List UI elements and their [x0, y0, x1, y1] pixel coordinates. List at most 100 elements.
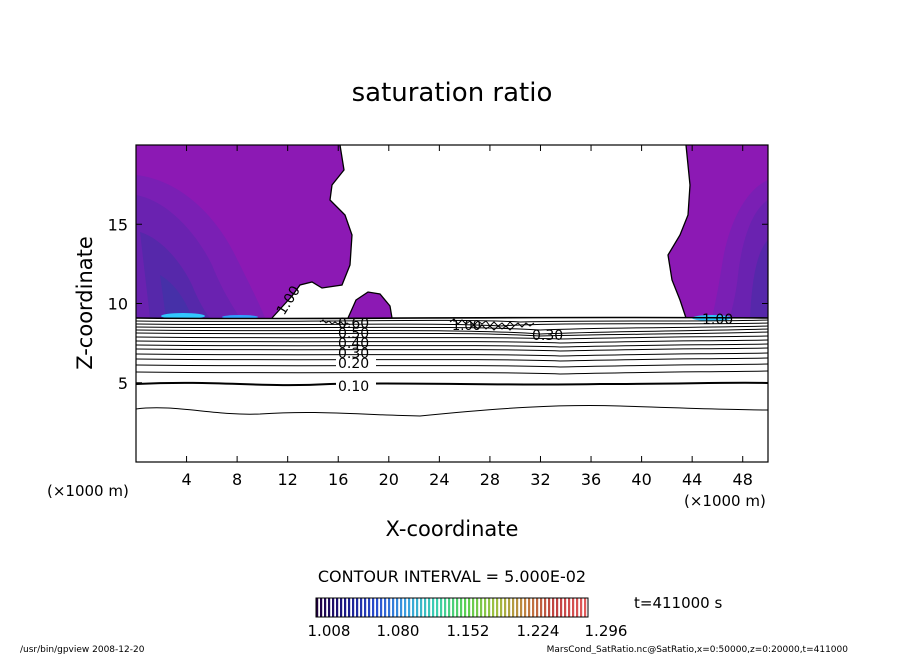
- colorbar-stripe: [512, 598, 515, 617]
- contour-label: 0.50: [338, 326, 369, 342]
- colorbar-stripe: [480, 598, 483, 617]
- colorbar-stripe: [504, 598, 507, 617]
- colorbar-stripe: [532, 598, 535, 617]
- colorbar-stripe: [500, 598, 503, 617]
- y-axis-label: Z-coordinate: [73, 236, 97, 370]
- colorbar-stripe: [388, 598, 391, 617]
- time-label: t=411000 s: [634, 594, 722, 612]
- colorbar-stripe: [396, 598, 399, 617]
- colorbar-stripe: [468, 598, 471, 617]
- colorbar-stripe: [328, 598, 331, 617]
- colorbar-stripe: [584, 598, 587, 617]
- colorbar-stripe: [492, 598, 495, 617]
- contour-label: 0.30: [338, 346, 369, 362]
- contour-label: 0.40: [338, 336, 369, 352]
- colorbar-stripe: [460, 598, 463, 617]
- colorbar-frame: [315, 597, 589, 618]
- footer-right: MarsCond_SatRatio.nc@SatRatio,x=0:50000,…: [547, 645, 849, 654]
- colorbar-stripe: [400, 598, 403, 617]
- colorbar-stripe: [548, 598, 551, 617]
- colorbar-stripe: [564, 598, 567, 617]
- colorbar-stripe: [404, 598, 407, 617]
- colorbar-stripe: [556, 598, 559, 617]
- colorbar: 1.008 1.080 1.152 1.224 1.296: [308, 597, 628, 640]
- colorbar-stripe: [424, 598, 427, 617]
- colorbar-stripe: [580, 598, 583, 617]
- colorbar-stripe: [432, 598, 435, 617]
- colorbar-stripe: [452, 598, 455, 617]
- contour-label: 1.00: [702, 312, 733, 328]
- colorbar-stripe: [536, 598, 539, 617]
- colorbar-stripe: [376, 598, 379, 617]
- x-tick-label: 44: [682, 470, 702, 489]
- contour-label: 1.00: [452, 319, 481, 334]
- colorbar-tick-label: 1.008: [308, 622, 351, 640]
- colorbar-stripe: [444, 598, 447, 617]
- x-tick-label: 4: [181, 470, 191, 489]
- colorbar-stripe: [344, 598, 347, 617]
- colorbar-stripe: [488, 598, 491, 617]
- x-tick-label: 12: [278, 470, 298, 489]
- x-axis-label: X-coordinate: [386, 517, 519, 541]
- colorbar-stripe: [464, 598, 467, 617]
- colorbar-tick-label: 1.080: [377, 622, 420, 640]
- colorbar-stripe: [440, 598, 443, 617]
- chart-title: saturation ratio: [352, 78, 553, 108]
- colorbar-stripe: [568, 598, 571, 617]
- colorbar-stripe: [508, 598, 511, 617]
- contour-lines: [136, 316, 768, 417]
- colorbar-stripe: [412, 598, 415, 617]
- x-tick-label: 36: [581, 470, 601, 489]
- footer-left: /usr/bin/gpview 2008-12-20: [20, 645, 145, 654]
- colorbar-stripe: [348, 598, 351, 617]
- x-tick-label: 20: [379, 470, 399, 489]
- colorbar-stripe: [356, 598, 359, 617]
- contour-label: 0.20: [338, 356, 369, 372]
- colorbar-stripe: [448, 598, 451, 617]
- x-tick-label: 40: [631, 470, 651, 489]
- colorbar-stripe: [364, 598, 367, 617]
- y-axis: 5 10 15: [108, 215, 768, 393]
- colorbar-tick-label: 1.224: [517, 622, 560, 640]
- colorbar-stripe: [528, 598, 531, 617]
- colorbar-stripe: [576, 598, 579, 617]
- contour-label: 0.30: [532, 328, 563, 344]
- colorbar-stripe: [384, 598, 387, 617]
- colorbar-stripe: [456, 598, 459, 617]
- colorbar-stripe: [524, 598, 527, 617]
- colorbar-stripe: [544, 598, 547, 617]
- colorbar-stripe: [496, 598, 499, 617]
- colorbar-stripe: [340, 598, 343, 617]
- colorbar-tick-label: 1.152: [447, 622, 490, 640]
- colorbar-stripe: [408, 598, 411, 617]
- y-tick-label: 10: [108, 295, 128, 314]
- colorbar-stripe: [476, 598, 479, 617]
- x-tick-label: 24: [429, 470, 449, 489]
- colorbar-stripe: [484, 598, 487, 617]
- contour-interval: CONTOUR INTERVAL = 5.000E-02: [318, 567, 586, 586]
- x-tick-label: 32: [530, 470, 550, 489]
- x-tick-label: 16: [328, 470, 348, 489]
- colorbar-stripe: [368, 598, 371, 617]
- colorbar-stripe: [420, 598, 423, 617]
- plot-area: 0.10 0.20 0.30 0.40 0.50 0.60 1.00 1.00 …: [136, 145, 768, 462]
- colorbar-stripe: [416, 598, 419, 617]
- colorbar-tick-label: 1.296: [585, 622, 628, 640]
- colorbar-stripe: [352, 598, 355, 617]
- x-axis: 4 8 12 16 20 24 28 32 36 40 44 48: [181, 145, 753, 489]
- colorbar-stripe: [324, 598, 327, 617]
- colorbar-stripe: [560, 598, 563, 617]
- colorbar-stripe: [520, 598, 523, 617]
- colorbar-stripe: [316, 598, 319, 617]
- colorbar-stripe: [320, 598, 323, 617]
- colorbar-stripe: [472, 598, 475, 617]
- colorbar-stripe: [572, 598, 575, 617]
- colorbar-stripe: [360, 598, 363, 617]
- contour-label: 0.60: [338, 316, 369, 332]
- x-unit-right: (×1000 m): [684, 492, 766, 510]
- colorbar-stripe: [428, 598, 431, 617]
- contour-label: 0.10: [338, 379, 369, 395]
- colorbar-stripe: [552, 598, 555, 617]
- colorbar-stripe: [372, 598, 375, 617]
